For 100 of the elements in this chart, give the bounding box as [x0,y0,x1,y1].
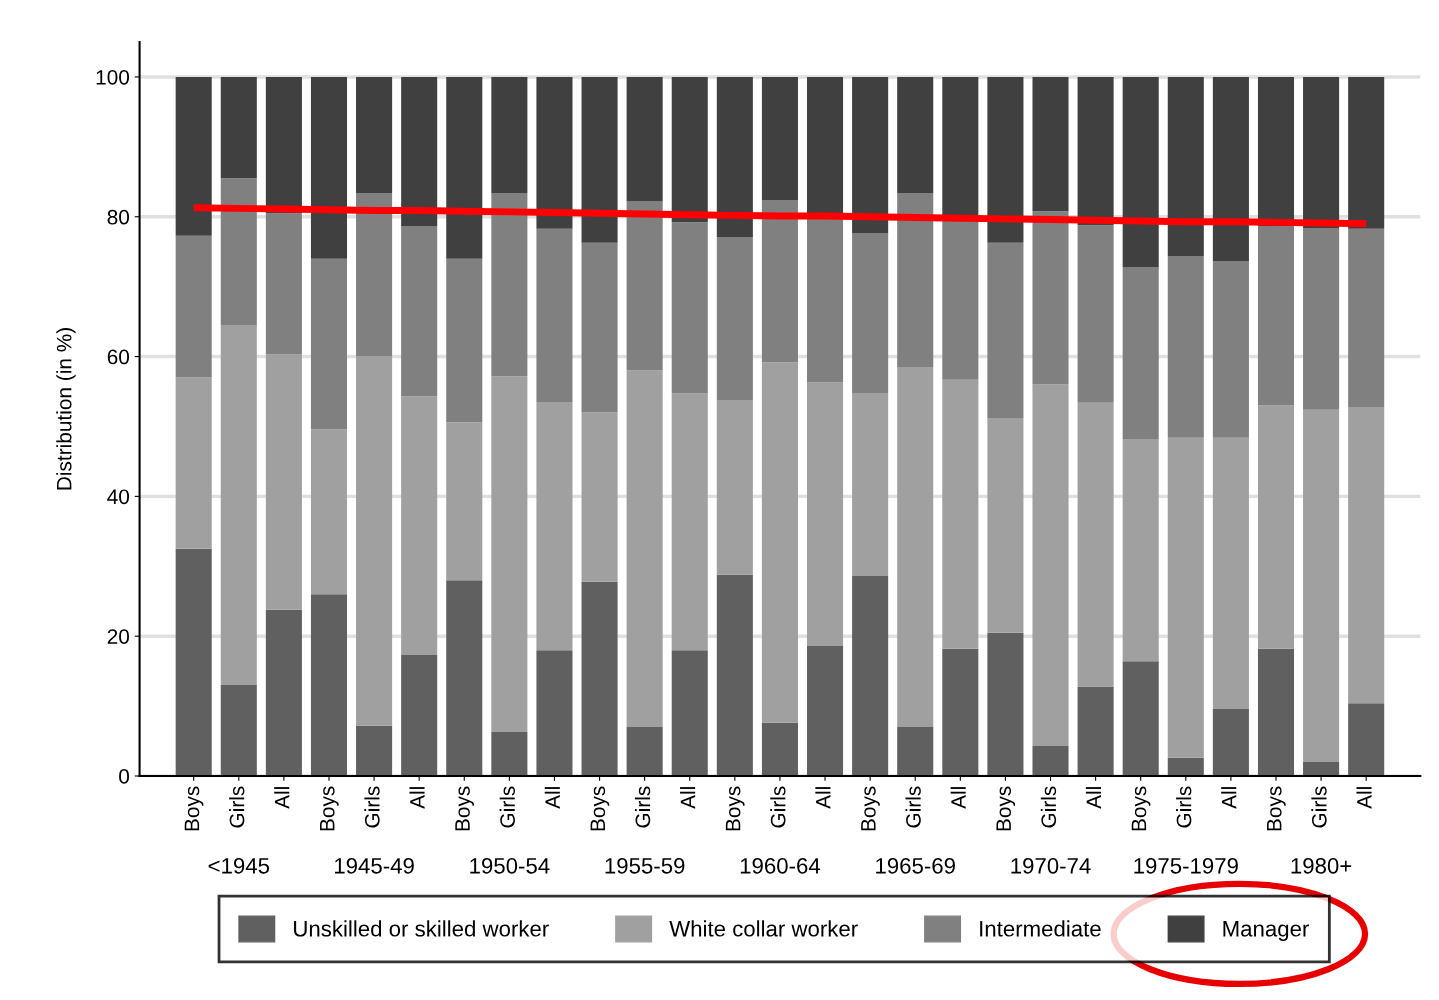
bar [761,722,798,776]
bar [716,399,753,575]
x-tick-label: Girls [364,786,380,828]
bar [716,237,753,400]
bar [356,76,393,193]
x-tick-label: Girls [229,786,245,828]
bar [897,367,934,728]
bar [671,222,708,394]
bar [761,362,798,723]
bar [581,412,618,582]
text: 1950-54 [470,857,550,874]
y-axis-title: Distribution (in %) [56,328,76,490]
bar [265,354,302,610]
x-tick-label: Girls [1311,786,1327,828]
bar [671,76,708,223]
bar [1303,409,1340,763]
bar [310,429,348,595]
x-tick-label: All [950,787,966,809]
x-tick-label: Boys [861,786,880,831]
bar [446,580,483,776]
bar [536,402,573,651]
bar [1122,267,1159,440]
bar [716,574,753,776]
bar [265,609,302,776]
bar [1032,384,1069,746]
bar [446,422,483,581]
bar [1257,405,1295,649]
x-tick-label: All [680,787,696,809]
x-tick-label: Boys [590,786,610,831]
bar [175,235,212,378]
bar [265,76,302,214]
bar [942,379,979,649]
bar [220,178,257,326]
x-tick-label: Boys [1267,786,1286,831]
bar [1122,76,1159,268]
bar [1212,708,1249,776]
bar [1303,762,1340,776]
x-tick-label: All [409,787,425,809]
bar [1257,648,1295,776]
bar [1348,76,1385,229]
bar [942,218,979,380]
bar [1348,406,1385,704]
bar [581,242,618,413]
bar [491,376,528,732]
bar [1212,437,1249,709]
bar [1348,703,1385,776]
bar [581,76,618,243]
bar [1257,226,1295,406]
bar [807,382,844,646]
y-tick-label: 60 [107,349,130,365]
bar [1167,437,1204,758]
bar [897,727,934,776]
text: 1975-1979 [1134,857,1238,874]
bar [175,76,212,236]
y-tick-label: 40 [107,489,130,505]
bar [987,76,1024,243]
bar [1077,76,1114,226]
bar [1212,261,1249,438]
bar [356,356,393,726]
x-tick-label: Boys [184,786,204,831]
x-tick-label: Boys [455,786,474,831]
bar [1303,76,1340,228]
bar [401,396,438,656]
bar [1303,227,1340,410]
bar [716,76,753,238]
bar [491,192,528,377]
bar [626,727,663,776]
bar [626,76,663,202]
bar [1122,661,1159,776]
bar [852,76,889,234]
legend-label: Unskilled or skilled worker [294,920,549,937]
y-tick-label: 0 [119,769,130,784]
bar [356,192,393,357]
bar [401,226,438,397]
bar [310,258,348,430]
x-tick-label: Girls [499,786,515,828]
bar [536,650,573,776]
bar [175,377,212,549]
y-tick-label: 80 [107,209,130,225]
bar [671,650,708,776]
bar [1122,439,1159,662]
bar [626,201,663,371]
bar [446,258,483,423]
x-tick-label: All [274,787,290,809]
bar [671,393,708,651]
x-tick-label: Girls [1176,786,1192,828]
x-tick-label: Girls [770,786,786,828]
x-tick-label: Boys [320,786,339,831]
bar [1032,76,1069,212]
x-tick-label: Boys [1131,786,1151,831]
bar [897,76,934,193]
bar [491,76,528,193]
bar [1212,76,1249,262]
bar [1257,76,1295,227]
bar [942,648,979,776]
text: 1955-59 [605,857,685,874]
bar [310,594,348,776]
bar [897,192,934,368]
bar [987,632,1024,776]
x-tick-label: Girls [905,786,921,828]
